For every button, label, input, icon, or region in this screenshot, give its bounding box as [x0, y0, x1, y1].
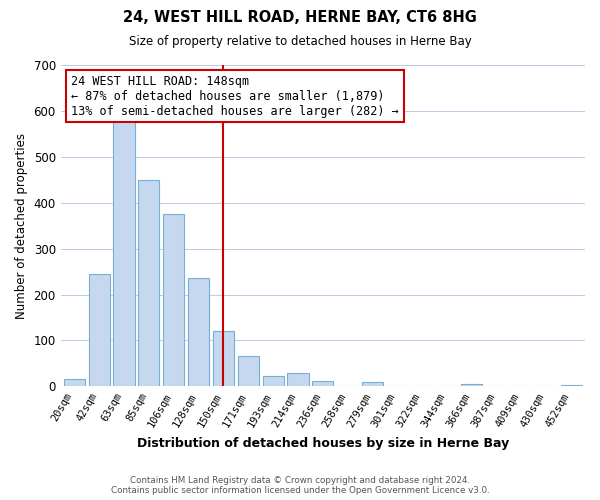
Bar — [461, 384, 482, 386]
X-axis label: Distribution of detached houses by size in Herne Bay: Distribution of detached houses by size … — [137, 437, 509, 450]
Bar — [113, 120, 134, 386]
Bar — [287, 372, 308, 386]
Text: Contains HM Land Registry data © Crown copyright and database right 2024.
Contai: Contains HM Land Registry data © Crown c… — [110, 476, 490, 495]
Y-axis label: Number of detached properties: Number of detached properties — [15, 132, 28, 318]
Bar — [89, 274, 110, 386]
Text: Size of property relative to detached houses in Herne Bay: Size of property relative to detached ho… — [128, 35, 472, 48]
Bar — [139, 180, 160, 386]
Bar — [188, 278, 209, 386]
Bar — [362, 382, 383, 386]
Bar — [163, 214, 184, 386]
Text: 24 WEST HILL ROAD: 148sqm
← 87% of detached houses are smaller (1,879)
13% of se: 24 WEST HILL ROAD: 148sqm ← 87% of detac… — [71, 74, 399, 118]
Bar — [263, 376, 284, 386]
Bar — [213, 331, 234, 386]
Text: 24, WEST HILL ROAD, HERNE BAY, CT6 8HG: 24, WEST HILL ROAD, HERNE BAY, CT6 8HG — [123, 10, 477, 25]
Bar — [64, 380, 85, 386]
Bar — [238, 356, 259, 386]
Bar — [312, 381, 334, 386]
